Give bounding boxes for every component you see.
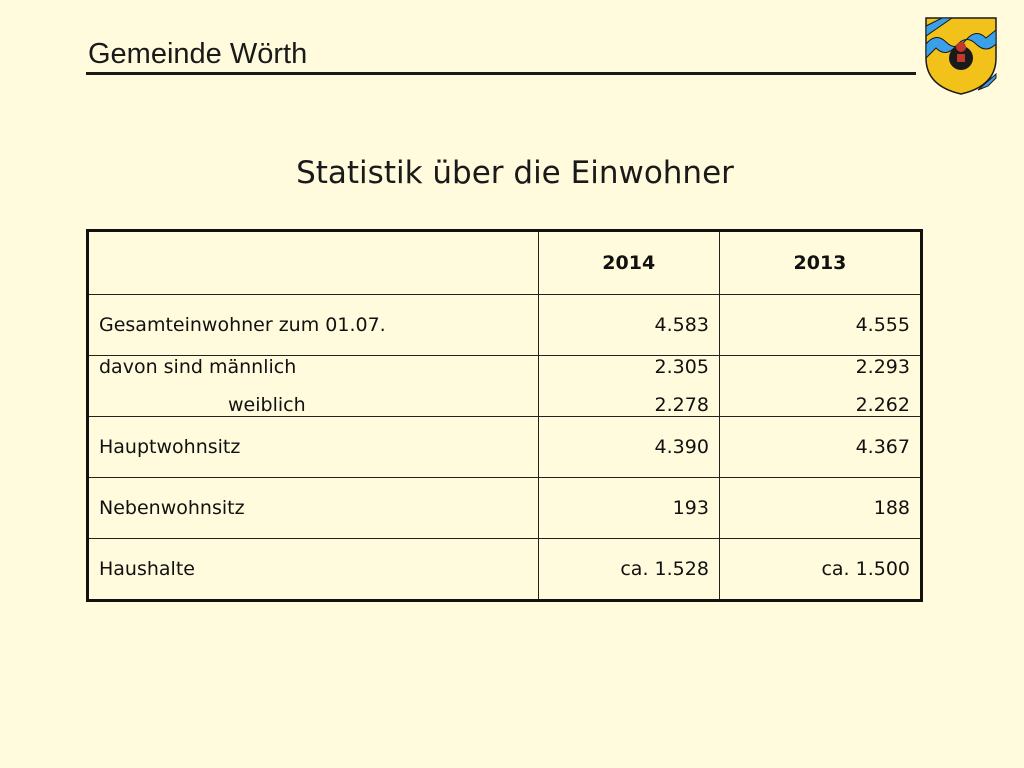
column-header-2014: 2014 — [537, 230, 720, 295]
header-divider — [86, 72, 916, 75]
value-2013: 2.293 — [855, 356, 910, 378]
table-row: Hauptwohnsitz 4.390 4.367 — [87, 416, 923, 478]
row-label: davon sind männlich — [99, 356, 297, 378]
value-2014-sub: 2.278 — [654, 394, 709, 416]
value-2014: ca. 1.528 — [537, 538, 720, 601]
table-row: Nebenwohnsitz 193 188 — [87, 477, 923, 539]
value-2013: ca. 1.500 — [718, 538, 923, 601]
row-label: Hauptwohnsitz — [87, 416, 539, 478]
table-row: davon sind männlich weiblich 2.305 2.278… — [87, 355, 923, 417]
value-2013: 188 — [718, 477, 923, 539]
value-2013: 4.367 — [718, 416, 923, 478]
value-2013-cell: 2.293 2.262 — [718, 355, 923, 417]
row-label: Gesamteinwohner zum 01.07. — [87, 294, 539, 356]
value-2014-cell: 2.305 2.278 — [537, 355, 720, 417]
column-header-2013: 2013 — [718, 230, 923, 295]
table-row: Haushalte ca. 1.528 ca. 1.500 — [87, 538, 923, 601]
value-2014: 2.305 — [654, 356, 709, 378]
row-label: Nebenwohnsitz — [87, 477, 539, 539]
population-table: 2014 2013 Gesamteinwohner zum 01.07. 4.5… — [86, 229, 923, 602]
value-2013: 4.555 — [718, 294, 923, 356]
value-2014: 193 — [537, 477, 720, 539]
value-2013-sub: 2.262 — [855, 394, 910, 416]
row-sublabel: weiblich — [228, 394, 306, 416]
table-header-row: 2014 2013 — [87, 230, 923, 295]
slide-title: Statistik über die Einwohner — [296, 155, 734, 191]
row-label-cell: davon sind männlich weiblich — [87, 355, 539, 417]
value-2014: 4.390 — [537, 416, 720, 478]
header-title: Gemeinde Wörth — [88, 38, 308, 70]
row-label: Haushalte — [87, 538, 539, 601]
value-2014: 4.583 — [537, 294, 720, 356]
table-row: Gesamteinwohner zum 01.07. 4.583 4.555 — [87, 294, 923, 356]
column-header-label — [87, 230, 539, 295]
coat-of-arms-icon — [925, 17, 997, 95]
